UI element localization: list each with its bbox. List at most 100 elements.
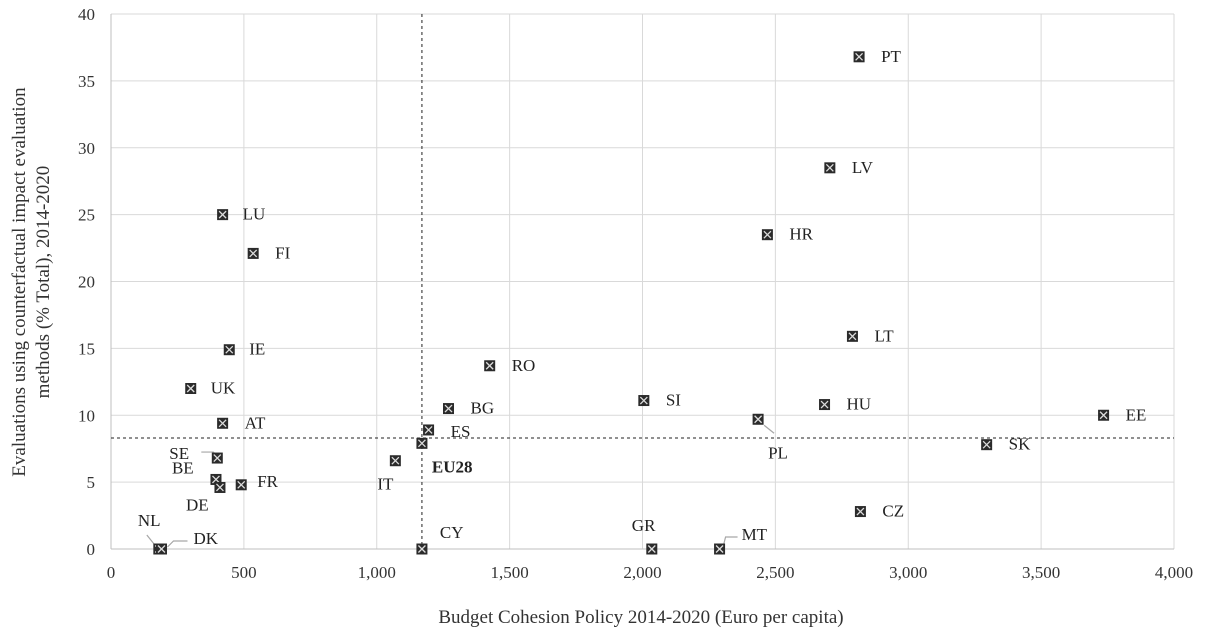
marker-cross bbox=[249, 249, 258, 258]
marker-cross bbox=[763, 230, 772, 239]
marker-cross bbox=[237, 480, 246, 489]
point-label-de: DE bbox=[186, 495, 209, 514]
x-tick-label: 4,000 bbox=[1155, 563, 1193, 582]
point-label-cy: CY bbox=[440, 523, 464, 542]
point-labels: PT LV HR LU FI LT IE RO UK SI HU BG EE PL AT ES EU28 SK SE… bbox=[138, 47, 1147, 548]
y-tick-label: 30 bbox=[78, 139, 95, 158]
point-label-sk: SK bbox=[1009, 435, 1031, 454]
x-tick-label: 3,000 bbox=[889, 563, 927, 582]
point-label-lt: LT bbox=[874, 326, 894, 345]
data-point-gr bbox=[646, 543, 658, 555]
data-point-fi bbox=[247, 247, 259, 259]
marker-cross bbox=[825, 163, 834, 172]
point-label-it: IT bbox=[377, 475, 394, 494]
marker-cross bbox=[213, 454, 222, 463]
point-label-bg: BG bbox=[471, 399, 495, 418]
point-label-fi: FI bbox=[275, 243, 290, 262]
data-point-it bbox=[389, 455, 401, 467]
x-tick-label: 3,500 bbox=[1022, 563, 1060, 582]
data-point-at bbox=[217, 417, 229, 429]
marker-cross bbox=[1099, 411, 1108, 420]
y-tick-label: 15 bbox=[78, 339, 95, 358]
point-label-eu28: EU28 bbox=[432, 457, 473, 476]
marker-cross bbox=[444, 404, 453, 413]
point-label-si: SI bbox=[666, 391, 681, 410]
leader-line-nl bbox=[146, 534, 156, 546]
marker-cross bbox=[754, 415, 763, 424]
leader-line-dk bbox=[167, 540, 188, 548]
data-point-es bbox=[423, 424, 435, 436]
data-point-ie bbox=[223, 344, 235, 356]
marker-cross bbox=[212, 475, 220, 484]
data-point-lu bbox=[217, 209, 229, 221]
point-label-pl: PL bbox=[768, 443, 788, 462]
marker-cross bbox=[848, 332, 857, 341]
marker-cross bbox=[647, 545, 656, 553]
point-label-fr: FR bbox=[257, 472, 278, 491]
y-axis-title-line1: Evaluations using counterfactual impact … bbox=[9, 87, 30, 477]
point-label-gr: GR bbox=[632, 516, 656, 535]
data-point-pl bbox=[752, 413, 764, 425]
grid-layer bbox=[111, 13, 1175, 549]
data-point-mt bbox=[714, 543, 726, 555]
data-point-se bbox=[211, 452, 223, 464]
y-tick-label: 40 bbox=[78, 5, 95, 24]
marker-cross bbox=[218, 419, 227, 428]
marker-cross bbox=[820, 400, 829, 409]
marker-cross bbox=[225, 345, 234, 354]
y-tick-label: 10 bbox=[78, 406, 95, 425]
point-label-ro: RO bbox=[512, 356, 536, 375]
data-point-eu28 bbox=[416, 437, 428, 449]
y-tick-label: 20 bbox=[78, 273, 95, 292]
point-label-ee: EE bbox=[1126, 405, 1147, 424]
point-label-es: ES bbox=[451, 422, 471, 441]
marker-cross bbox=[417, 545, 426, 553]
point-label-pt: PT bbox=[881, 47, 901, 66]
data-point-cz bbox=[854, 506, 866, 518]
data-point-de bbox=[214, 481, 226, 493]
data-point-dk bbox=[155, 543, 167, 555]
x-tick-label: 1,000 bbox=[358, 563, 396, 582]
data-point-uk bbox=[185, 383, 197, 394]
point-label-cz: CZ bbox=[882, 502, 904, 521]
data-point-hr bbox=[761, 229, 773, 241]
point-label-hr: HR bbox=[789, 225, 813, 244]
marker-cross bbox=[982, 440, 991, 449]
data-point-ee bbox=[1098, 409, 1110, 421]
y-tick-label: 5 bbox=[87, 473, 96, 492]
data-point-lt bbox=[846, 330, 858, 342]
x-tick-label: 2,500 bbox=[756, 563, 794, 582]
data-point-hu bbox=[819, 399, 831, 411]
y-tick-label: 0 bbox=[87, 540, 96, 559]
point-label-ie: IE bbox=[249, 340, 265, 359]
point-label-mt: MT bbox=[742, 525, 768, 544]
leader-line-pl bbox=[763, 424, 775, 434]
marker-cross bbox=[218, 210, 227, 219]
point-label-lu: LU bbox=[243, 205, 266, 224]
reference-lines bbox=[111, 14, 1174, 549]
marker-cross bbox=[157, 545, 166, 553]
data-point-fr bbox=[235, 479, 247, 491]
data-points bbox=[153, 51, 1110, 555]
marker-cross bbox=[715, 545, 724, 553]
x-tick-label: 0 bbox=[107, 563, 116, 582]
y-tick-label: 25 bbox=[78, 206, 95, 225]
marker-cross bbox=[856, 507, 865, 516]
point-label-se: SE bbox=[169, 444, 189, 463]
point-label-hu: HU bbox=[847, 395, 872, 414]
marker-cross bbox=[391, 456, 400, 465]
point-label-lv: LV bbox=[852, 158, 874, 177]
x-tick-label: 500 bbox=[231, 563, 257, 582]
data-point-bg bbox=[443, 403, 455, 415]
data-point-lv bbox=[824, 162, 836, 174]
leader-line-mt bbox=[722, 536, 738, 546]
marker-cross bbox=[855, 52, 864, 61]
marker-cross bbox=[215, 483, 224, 492]
data-point-sk bbox=[981, 439, 993, 451]
marker-cross bbox=[485, 361, 494, 370]
point-label-nl: NL bbox=[138, 511, 161, 530]
marker-cross bbox=[639, 396, 648, 405]
x-tick-label: 2,000 bbox=[623, 563, 661, 582]
data-point-ro bbox=[484, 360, 496, 372]
